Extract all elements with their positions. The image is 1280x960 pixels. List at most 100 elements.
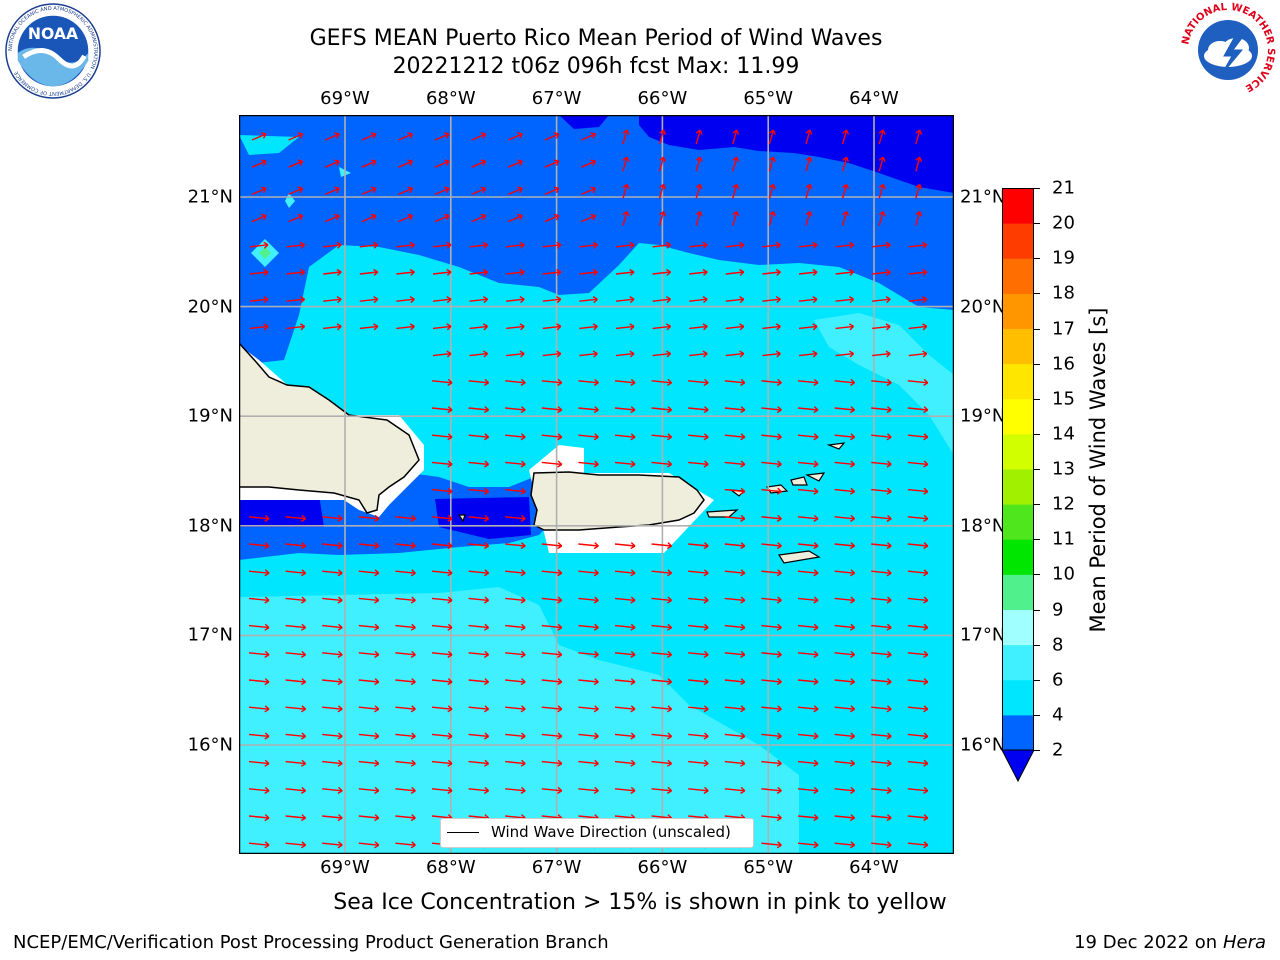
wave-vector: [578, 380, 599, 384]
colorbar-segment: [1002, 679, 1034, 716]
wave-vector: [505, 815, 526, 819]
wave-vector-head: [447, 678, 453, 686]
wave-vector: [578, 434, 599, 438]
wave-vector-head: [703, 786, 709, 794]
wave-vector: [834, 597, 855, 602]
wave-vector-head: [264, 650, 270, 658]
wave-vector-head: [483, 623, 490, 631]
wave-vector-head: [593, 623, 599, 631]
wave-vector: [248, 733, 270, 738]
wave-vector: [471, 214, 486, 223]
wave-vector: [762, 325, 781, 330]
wave-vector-head: [768, 183, 776, 190]
wave-vector-head: [886, 650, 892, 658]
wave-vector: [652, 298, 671, 302]
wave-vector-head: [849, 460, 856, 468]
wave-vector: [322, 652, 343, 656]
wave-vector: [431, 407, 453, 411]
wave-vector: [395, 842, 416, 846]
wave-vector: [541, 733, 562, 738]
wave-vector: [871, 380, 892, 384]
wave-vector: [541, 543, 562, 547]
wave-vector: [871, 652, 892, 656]
wave-vector: [688, 679, 709, 683]
wave-vector-head: [703, 650, 709, 658]
wave-vector: [249, 271, 269, 275]
wave-vector-head: [299, 296, 306, 304]
wave-vector: [285, 652, 306, 656]
wave-vector: [431, 516, 453, 520]
wave-vector: [871, 842, 892, 846]
wave-vector: [395, 679, 416, 683]
wave-vector-head: [410, 705, 416, 713]
wave-vector-head: [297, 186, 304, 194]
wave-vector: [724, 760, 745, 765]
wave-vector-head: [337, 732, 343, 740]
wave-vector-head: [775, 350, 781, 358]
wave-vector: [688, 543, 709, 547]
wave-vector: [322, 733, 343, 738]
wave-vector: [468, 624, 489, 629]
wave-vector-head: [923, 596, 929, 604]
colorbar-tick-mark: [1034, 223, 1040, 225]
wave-vector-head: [334, 159, 340, 166]
wave-vector: [907, 570, 928, 574]
wave-vector-head: [370, 159, 377, 166]
wave-vector: [762, 271, 781, 275]
wave-vector-head: [923, 705, 929, 713]
wave-vector-head: [337, 759, 343, 767]
wave-vector-head: [520, 460, 526, 468]
wave-vector: [834, 733, 855, 738]
wave-vector: [507, 133, 523, 141]
map-panel: [239, 115, 954, 854]
st-croix: [777, 550, 821, 564]
wave-vector: [468, 760, 489, 765]
wave-vector-head: [299, 241, 306, 249]
wave-vector: [724, 706, 745, 710]
wave-vector: [872, 325, 891, 330]
wave-vector: [542, 352, 561, 357]
wave-vector-head: [740, 732, 746, 740]
wave-vector-head: [922, 323, 928, 331]
wave-vector: [505, 679, 526, 683]
wave-vector: [658, 129, 665, 145]
wave-vector: [359, 325, 378, 330]
wave-vector-head: [299, 323, 306, 331]
wave-vector: [578, 543, 599, 547]
wave-vector: [249, 298, 269, 302]
wave-vector-head: [776, 623, 782, 631]
wave-vector-head: [410, 841, 416, 849]
wave-vector-head: [848, 268, 855, 276]
wave-vector-head: [263, 268, 269, 276]
wave-vector-head: [264, 678, 270, 686]
wave-vector-head: [336, 241, 342, 249]
wave-vector-head: [923, 841, 929, 849]
wave-vector: [725, 298, 744, 302]
wave-vector: [506, 271, 525, 275]
wave-vector-head: [374, 596, 380, 604]
wave-vector: [841, 129, 848, 145]
wave-vector: [658, 184, 665, 199]
wave-vector-head: [886, 542, 892, 550]
wave-vector: [871, 516, 892, 520]
wave-vector: [614, 380, 636, 384]
wave-vector: [761, 788, 782, 792]
wave-vector-head: [666, 433, 673, 441]
wave-vector-head: [849, 433, 856, 441]
wave-vector-head: [886, 487, 892, 495]
wave-vector-head: [740, 623, 746, 631]
wave-vector: [361, 160, 377, 168]
wave-vector-head: [629, 323, 635, 331]
wave-vector-head: [886, 678, 892, 686]
wave-vector-head: [776, 786, 782, 794]
wave-vector: [322, 760, 343, 765]
wave-vector-head: [260, 213, 267, 221]
wave-vector: [359, 298, 378, 302]
colorbar-tick-mark: [1034, 469, 1040, 470]
wave-vector-head: [842, 129, 850, 135]
wave-vector-head: [666, 650, 673, 658]
wave-vector-head: [482, 241, 489, 249]
wave-vector: [688, 434, 709, 438]
colorbar-segment: [1002, 609, 1034, 646]
wave-vector-head: [334, 186, 340, 194]
